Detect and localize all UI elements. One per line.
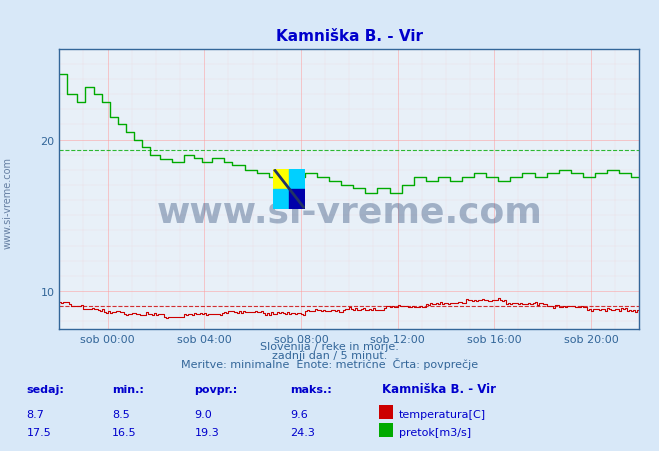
Text: 19.3: 19.3	[194, 427, 219, 437]
Bar	[289, 169, 305, 189]
Text: povpr.:: povpr.:	[194, 384, 238, 394]
Text: www.si-vreme.com: www.si-vreme.com	[156, 195, 542, 229]
Text: 8.5: 8.5	[112, 409, 130, 419]
Text: Meritve: minimalne  Enote: metrične  Črta: povprečje: Meritve: minimalne Enote: metrične Črta:…	[181, 358, 478, 369]
Bar	[273, 169, 289, 189]
Text: zadnji dan / 5 minut.: zadnji dan / 5 minut.	[272, 350, 387, 360]
Text: 24.3: 24.3	[290, 427, 315, 437]
Text: 16.5: 16.5	[112, 427, 136, 437]
Text: 17.5: 17.5	[26, 427, 51, 437]
Text: min.:: min.:	[112, 384, 144, 394]
Bar	[289, 189, 305, 210]
Text: temperatura[C]: temperatura[C]	[399, 409, 486, 419]
Text: Kamniška B. - Vir: Kamniška B. - Vir	[382, 382, 496, 396]
Text: 9.6: 9.6	[290, 409, 308, 419]
Title: Kamniška B. - Vir: Kamniška B. - Vir	[275, 29, 423, 44]
Bar	[273, 189, 289, 210]
Text: 9.0: 9.0	[194, 409, 212, 419]
Text: pretok[m3/s]: pretok[m3/s]	[399, 427, 471, 437]
Text: 8.7: 8.7	[26, 409, 44, 419]
Text: www.si-vreme.com: www.si-vreme.com	[3, 157, 13, 249]
Text: sedaj:: sedaj:	[26, 384, 64, 394]
Text: Slovenija / reke in morje.: Slovenija / reke in morje.	[260, 341, 399, 351]
Text: maks.:: maks.:	[290, 384, 331, 394]
